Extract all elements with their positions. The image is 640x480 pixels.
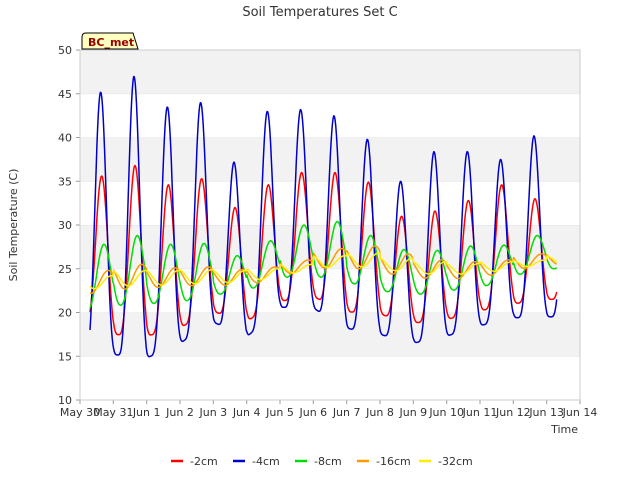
grid-band bbox=[80, 356, 580, 400]
x-tick-label: May 31 bbox=[93, 406, 133, 419]
legend-label: -2cm bbox=[190, 455, 218, 468]
x-tick-label: Jun 3 bbox=[198, 406, 227, 419]
grid-band bbox=[80, 50, 580, 94]
y-axis-ticks: 10 15 20 25 30 35 40 45 50 bbox=[58, 44, 80, 407]
x-tick-label: May 30 bbox=[60, 406, 100, 419]
plot-frame bbox=[79, 49, 581, 401]
x-tick-label: Jun 9 bbox=[398, 406, 427, 419]
legend-label: -4cm bbox=[252, 455, 280, 468]
x-tick-label: Jun 6 bbox=[298, 406, 327, 419]
y-tick-label: 35 bbox=[58, 175, 72, 188]
legend-label: -8cm bbox=[314, 455, 342, 468]
series-line-minus-4cm bbox=[89, 75, 558, 358]
series-line-minus-32cm bbox=[89, 252, 558, 290]
grid-band bbox=[80, 312, 580, 357]
x-tick-label: Jun 14 bbox=[562, 406, 598, 419]
x-tick-label: Jun 12 bbox=[495, 406, 531, 419]
legend-label: -16cm bbox=[376, 455, 411, 468]
x-axis-label: Time bbox=[550, 423, 578, 436]
y-tick-label: 45 bbox=[58, 88, 72, 101]
site-badge: BC_met bbox=[81, 32, 139, 50]
site-badge-box bbox=[81, 32, 139, 50]
x-tick-label: Jun 4 bbox=[232, 406, 261, 419]
x-tick-label: Jun 10 bbox=[428, 406, 464, 419]
x-tick-label: Jun 1 bbox=[132, 406, 161, 419]
y-axis-label: Soil Temperature (C) bbox=[7, 169, 20, 282]
x-tick-label: Jun 7 bbox=[332, 406, 361, 419]
x-tick-label: Jun 11 bbox=[462, 406, 498, 419]
legend-label: -32cm bbox=[438, 455, 473, 468]
site-badge-label: BC_met bbox=[88, 36, 134, 49]
x-tick-label: Jun 5 bbox=[265, 406, 294, 419]
y-tick-label: 10 bbox=[58, 394, 72, 407]
y-tick-label: 20 bbox=[58, 307, 72, 320]
series-line-minus-8cm bbox=[89, 220, 558, 309]
series-lines bbox=[89, 75, 558, 358]
grid-band bbox=[80, 268, 580, 313]
y-tick-label: 15 bbox=[58, 350, 72, 363]
x-tick-label: Jun 2 bbox=[165, 406, 194, 419]
x-tick-label: Jun 13 bbox=[528, 406, 564, 419]
y-tick-label: 30 bbox=[58, 219, 72, 232]
y-tick-label: 50 bbox=[58, 44, 72, 57]
y-tick-label: 25 bbox=[58, 263, 72, 276]
legend: -2cm -4cm -8cm -16cm -32cm bbox=[171, 455, 473, 468]
y-tick-label: 40 bbox=[58, 132, 72, 145]
grid-band bbox=[80, 93, 580, 138]
chart-title: Soil Temperatures Set C bbox=[242, 5, 397, 20]
x-tick-label: Jun 8 bbox=[365, 406, 394, 419]
